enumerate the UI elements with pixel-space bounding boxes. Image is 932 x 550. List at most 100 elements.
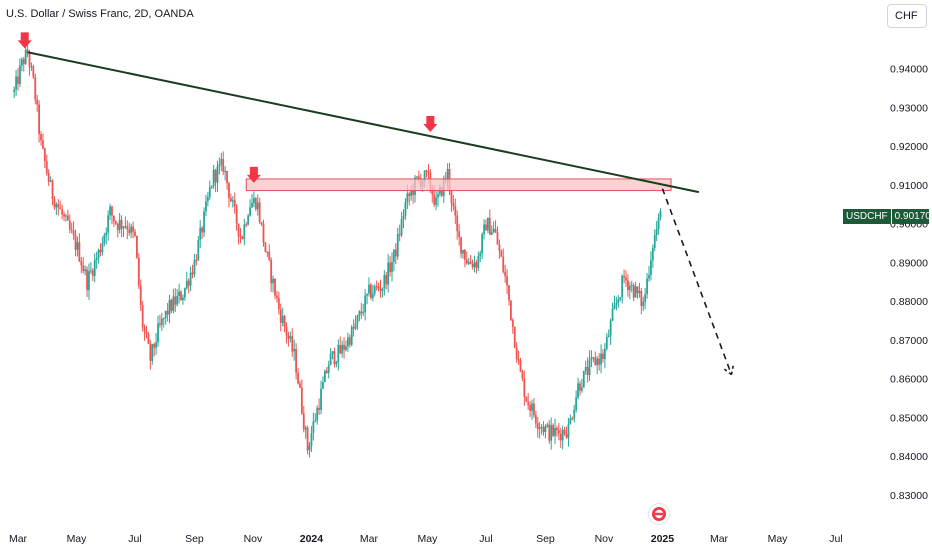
- candle-body: [377, 286, 380, 289]
- candle-body: [206, 197, 209, 202]
- candle-body: [153, 344, 156, 348]
- candle-body: [506, 276, 508, 286]
- candle-body: [15, 76, 17, 90]
- candle-body: [107, 215, 110, 233]
- candle-body: [320, 388, 322, 410]
- candle-body: [159, 323, 161, 325]
- candle-body: [183, 288, 186, 298]
- candle-body: [132, 226, 134, 232]
- candle-body: [333, 351, 336, 365]
- candle-body: [650, 260, 652, 276]
- candle-body: [182, 297, 184, 301]
- candle-body: [450, 190, 453, 203]
- resistance-zone[interactable]: [245, 178, 672, 192]
- tradingview-logo-icon: [652, 507, 666, 521]
- x-tick-label: 2025: [651, 533, 675, 545]
- candle-body: [114, 221, 117, 224]
- candle-body: [34, 77, 37, 100]
- candle-body: [17, 76, 19, 84]
- y-tick-label: 0.89000: [890, 257, 928, 269]
- x-tick-label: Mar: [710, 533, 729, 545]
- candle-body: [563, 429, 566, 435]
- candle-body: [354, 323, 357, 329]
- candle-body: [538, 427, 541, 430]
- candle-body: [26, 49, 29, 54]
- candle-body: [404, 201, 407, 216]
- y-tick-label: 0.87000: [890, 335, 928, 347]
- candle-body: [590, 357, 593, 360]
- candle-body: [617, 299, 620, 303]
- candle-body: [651, 248, 654, 261]
- candle-body: [533, 403, 535, 416]
- tradingview-logo[interactable]: [648, 503, 670, 525]
- candle-body: [632, 284, 635, 298]
- candle-body: [607, 335, 610, 338]
- candle-body: [229, 197, 232, 202]
- candle-body: [256, 202, 259, 210]
- candle-body: [554, 427, 556, 436]
- candle-body: [657, 217, 660, 229]
- down-arrow-marker[interactable]: [246, 166, 261, 183]
- candle-body: [571, 418, 574, 420]
- y-tick-label: 0.88000: [890, 296, 928, 308]
- candle-body: [49, 180, 52, 182]
- candle-body: [356, 315, 359, 324]
- candle-body: [130, 226, 133, 233]
- x-tick-label: Jul: [128, 533, 141, 545]
- candle-body: [166, 310, 169, 315]
- y-axis[interactable]: 0.940000.930000.920000.910000.900000.890…: [890, 64, 928, 502]
- candle-body: [233, 200, 236, 207]
- candle-body: [483, 224, 485, 235]
- candle-body: [636, 286, 639, 294]
- candle-body: [646, 278, 648, 295]
- candle-body: [394, 249, 397, 257]
- candle-body: [258, 202, 261, 222]
- down-arrow-marker[interactable]: [423, 116, 438, 133]
- candle-body: [364, 295, 367, 313]
- candle-body: [335, 362, 338, 365]
- candle-body: [343, 344, 345, 350]
- annotations: [17, 32, 735, 376]
- candle-body: [540, 426, 543, 428]
- currency-button[interactable]: CHF: [887, 4, 927, 28]
- candle-body: [511, 320, 514, 327]
- candle-body: [141, 305, 144, 328]
- candle-body: [306, 427, 309, 451]
- candle-body: [454, 206, 457, 216]
- x-axis[interactable]: Mar May Jul Sep Nov 2024 Mar May Jul Sep Nov 2025 Ma…: [9, 533, 843, 545]
- down-arrow-marker[interactable]: [17, 32, 32, 49]
- candle-body: [205, 201, 207, 212]
- candle-body: [615, 302, 618, 305]
- candle-body: [122, 226, 125, 229]
- projection-arrowhead: [730, 362, 735, 375]
- candle-body: [389, 262, 391, 273]
- candle-body: [176, 296, 179, 305]
- candle-body: [481, 234, 484, 254]
- candle-body: [659, 210, 662, 218]
- candle-body: [423, 170, 426, 182]
- candle-body: [567, 424, 570, 438]
- candle-body: [534, 415, 537, 424]
- candle-body: [525, 396, 528, 402]
- candle-body: [224, 171, 227, 173]
- candle-body: [494, 228, 497, 233]
- candle-body: [231, 200, 234, 202]
- candle-body: [557, 430, 560, 434]
- trendline[interactable]: [27, 51, 700, 194]
- candle-body: [111, 206, 113, 216]
- projection-line[interactable]: [661, 188, 733, 375]
- candle-body: [226, 171, 228, 184]
- candle-body: [103, 235, 106, 244]
- candle-body: [212, 169, 215, 186]
- y-tick-label: 0.92000: [890, 141, 928, 153]
- candle-body: [529, 405, 531, 411]
- candle-body: [605, 337, 608, 349]
- candle-body: [22, 59, 25, 64]
- candle-body: [339, 345, 342, 354]
- candle-body: [164, 310, 167, 319]
- candle-body: [318, 407, 321, 410]
- candle-body: [577, 383, 579, 398]
- candle-body: [348, 337, 351, 345]
- candle-body: [300, 387, 303, 414]
